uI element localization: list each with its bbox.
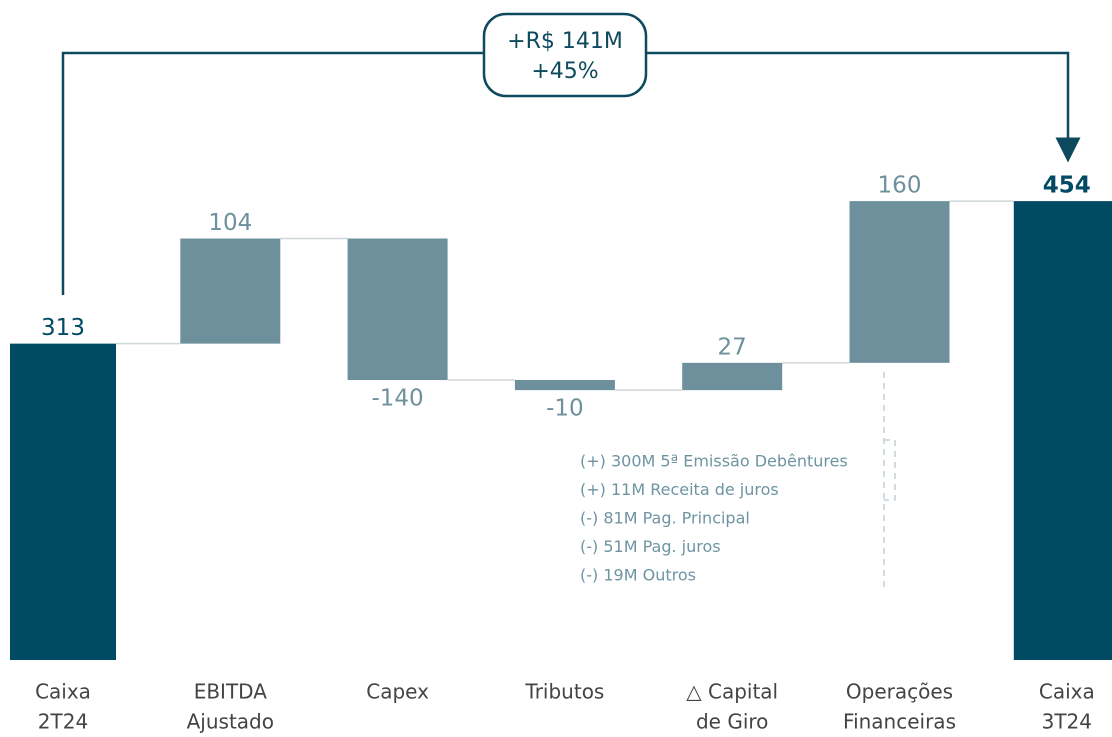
annotation: +45% <box>531 59 598 84</box>
value-label: 160 <box>878 173 922 199</box>
bar <box>849 201 950 363</box>
annotation-box <box>482 12 648 98</box>
value-label: -10 <box>546 396 584 422</box>
x-tick-label: Financeiras <box>843 710 956 734</box>
annotation: +R$ 141M <box>507 29 623 54</box>
note: (+) 11M Receita de juros <box>580 480 779 499</box>
note: (-) 19M Outros <box>580 566 696 585</box>
bar <box>180 238 281 344</box>
x-tick-label: Caixa <box>35 680 91 704</box>
x-tick-label: Tributos <box>524 680 604 704</box>
x-tick-label: 2T24 <box>38 710 88 734</box>
x-tick-label: Caixa <box>1039 680 1095 704</box>
x-tick-label: EBITDA <box>194 680 268 704</box>
note: (-) 81M Pag. Principal <box>580 509 750 528</box>
x-tick-label: de Giro <box>696 710 768 734</box>
x-tick-label: Operações <box>846 680 953 704</box>
bar <box>514 380 615 391</box>
value-label: 313 <box>41 315 85 341</box>
bar <box>682 362 783 391</box>
bar <box>10 343 116 660</box>
notes-bracket <box>884 439 896 501</box>
x-tick-label: Capex <box>366 680 429 704</box>
note: (-) 51M Pag. juros <box>580 537 721 556</box>
value-label: 27 <box>718 334 747 360</box>
x-tick-label: Ajustado <box>187 710 274 734</box>
bar <box>347 238 448 381</box>
note: (+) 300M 5ª Emissão Debêntures <box>580 452 848 471</box>
x-tick-label: △ Capital <box>686 680 778 704</box>
bar <box>1013 201 1112 660</box>
x-tick-label: 3T24 <box>1042 710 1092 734</box>
value-label: -140 <box>371 386 423 412</box>
value-label: 104 <box>208 210 252 236</box>
value-label: 454 <box>1043 173 1091 199</box>
